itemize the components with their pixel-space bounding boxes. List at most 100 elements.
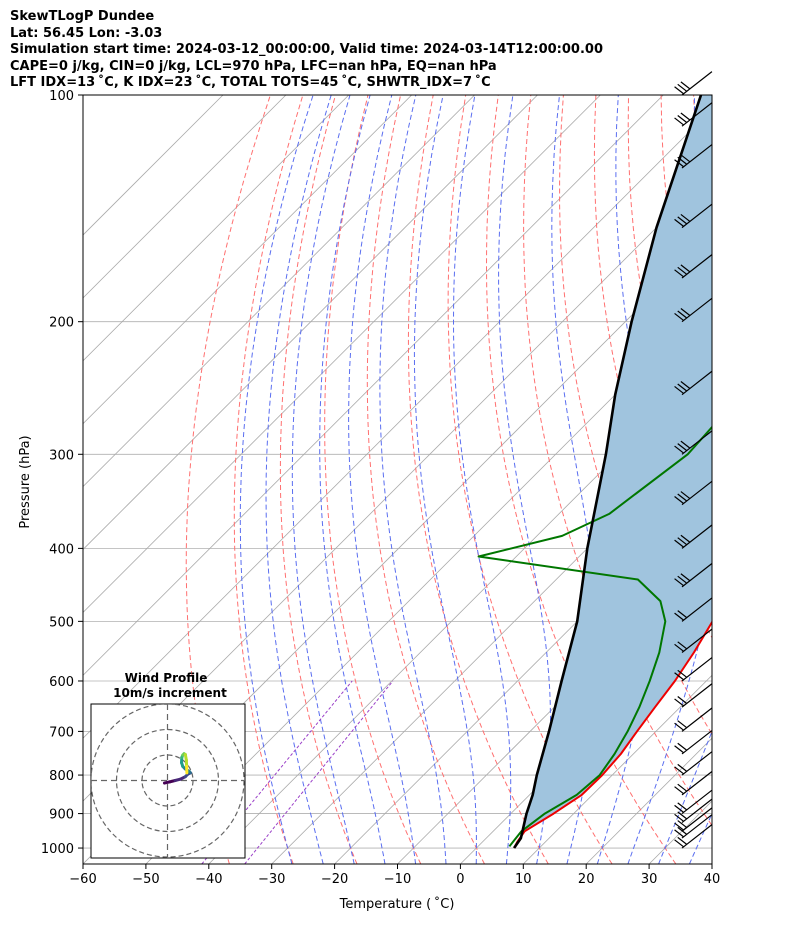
- wind-barb: [674, 683, 713, 708]
- isotherm-line: [83, 95, 538, 551]
- barb-flag: [674, 672, 684, 681]
- profiles: [477, 95, 712, 849]
- barb-staff: [681, 430, 713, 455]
- barb-staff: [681, 789, 713, 815]
- barb-flag: [674, 86, 684, 95]
- barb-staff: [681, 657, 713, 682]
- barb-flag: [674, 829, 684, 838]
- barb-flag: [677, 115, 688, 123]
- barb-flag: [677, 669, 688, 678]
- barb-flag: [674, 839, 684, 848]
- moist-adiabat-line: [379, 95, 447, 864]
- wind-barb: [674, 798, 713, 824]
- barb-flag: [677, 383, 688, 392]
- barb-flag: [680, 154, 691, 163]
- barb-flag: [680, 381, 691, 389]
- moist-adiabat-line: [720, 95, 794, 864]
- barb-flag: [677, 216, 688, 225]
- y-tick-label: 900: [49, 808, 74, 823]
- wind-barb: [674, 657, 713, 682]
- isotherm-line: [83, 95, 287, 299]
- dry-adiabat-line: [447, 95, 613, 864]
- wind-barb: [674, 789, 713, 815]
- barb-flag: [680, 112, 691, 121]
- barb-flag: [680, 440, 691, 449]
- barb-flag: [677, 836, 688, 845]
- barb-flag: [680, 308, 691, 317]
- x-tick-label: −40: [195, 872, 222, 887]
- barb-flag: [680, 491, 691, 500]
- barb-staff: [681, 751, 713, 776]
- y-tick-label: 400: [49, 542, 74, 557]
- barb-flag: [677, 802, 688, 811]
- dry-adiabat-line: [324, 95, 422, 864]
- isotherm-line: [83, 95, 412, 425]
- barb-staff: [681, 807, 713, 832]
- moist-adiabat-line: [452, 95, 512, 864]
- dry-adiabat-line: [523, 95, 712, 827]
- barb-flag: [674, 445, 684, 454]
- y-tick-label: 700: [49, 725, 74, 740]
- y-tick-label: 1000: [41, 842, 74, 857]
- y-tick-label: 600: [49, 675, 74, 690]
- barb-flag: [674, 385, 684, 394]
- barb-staff: [681, 102, 713, 127]
- x-tick-label: −10: [384, 872, 411, 887]
- moist-adiabat-line: [348, 95, 417, 864]
- simulation-time-line: Simulation start time: 2024-03-12_00:00:…: [10, 42, 603, 57]
- hodograph-subtitle: 10m/s increment: [113, 686, 227, 700]
- wind-barb: [674, 751, 713, 776]
- barb-flag: [674, 698, 684, 707]
- wind-barb: [674, 524, 713, 549]
- cape-cin-shading: [514, 95, 712, 848]
- barb-flag: [677, 537, 688, 546]
- x-tick-label: 0: [456, 872, 464, 887]
- y-tick-label: 500: [49, 615, 74, 630]
- barb-staff: [681, 730, 713, 755]
- barb-flag: [680, 213, 691, 222]
- barb-staff: [681, 597, 713, 622]
- x-tick-label: −20: [321, 872, 348, 887]
- barb-flag: [677, 811, 688, 820]
- wind-barb: [674, 102, 713, 127]
- barb-flag: [677, 156, 688, 165]
- barb-staff: [681, 707, 713, 732]
- dry-adiabat-line: [233, 95, 304, 864]
- wind-barb: [674, 254, 713, 279]
- barb-flag: [674, 269, 684, 278]
- x-tick-label: 20: [578, 872, 595, 887]
- barb-staff: [681, 480, 713, 506]
- barb-flag: [674, 786, 684, 795]
- barb-flag: [674, 159, 684, 168]
- barb-flag: [680, 81, 691, 90]
- wind-barb: [674, 824, 713, 849]
- x-tick-label: 40: [704, 872, 721, 887]
- barb-flag: [677, 575, 688, 584]
- barb-staff: [681, 798, 713, 824]
- barb-flag: [674, 578, 684, 587]
- dewpoint-profile-line: [477, 425, 712, 848]
- barb-staff: [681, 563, 713, 588]
- x-tick-label: −30: [258, 872, 285, 887]
- barb-flag: [674, 539, 684, 548]
- y-tick-label: 300: [49, 448, 74, 463]
- temperature-profile-line: [513, 620, 712, 849]
- chart-header: SkewTLogP Dundee Lat: 56.45 Lon: -3.03 S…: [10, 9, 603, 92]
- barb-flag: [674, 312, 684, 321]
- wind-barb: [674, 597, 713, 622]
- cin-shaded-area: [514, 95, 712, 848]
- isotherm-line: [145, 297, 712, 864]
- barb-staff: [681, 297, 713, 323]
- stability-params-line: CAPE=0 j/kg, CIN=0 j/kg, LCL=970 hPa, LF…: [10, 58, 497, 74]
- x-axis-label: Temperature ( ˚C): [339, 896, 455, 912]
- barb-flag: [680, 264, 691, 273]
- wind-barb: [674, 707, 713, 732]
- isotherm-line: [271, 423, 712, 864]
- wind-barb: [674, 563, 713, 588]
- wind-barb: [674, 297, 713, 323]
- isotherm-line: [711, 863, 712, 864]
- wind-barb: [674, 730, 713, 755]
- barb-flag: [677, 493, 688, 502]
- dry-adiabat-line: [726, 95, 794, 864]
